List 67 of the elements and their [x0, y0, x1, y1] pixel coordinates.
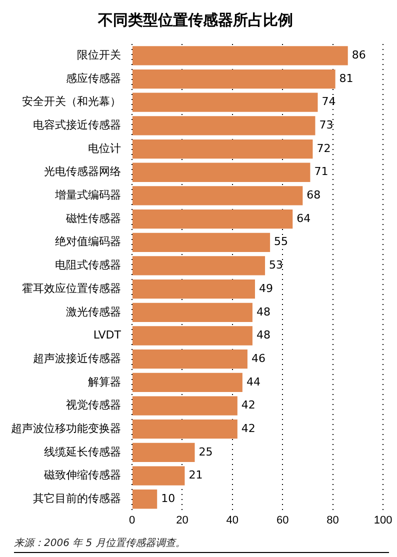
data-label: 64	[296, 212, 311, 225]
data-label: 73	[319, 118, 334, 132]
bar	[132, 162, 310, 182]
bar	[132, 69, 336, 89]
y-tick-label: 磁性传感器	[65, 212, 121, 225]
y-tick-label: 视觉传感器	[66, 398, 121, 412]
x-tick-label: 80	[326, 514, 339, 526]
bar	[132, 139, 313, 159]
bar	[132, 396, 238, 416]
bar	[132, 256, 266, 276]
x-tick-label: 40	[226, 514, 239, 526]
bar	[132, 116, 316, 136]
y-tick-label: 超声波接近传感器	[33, 352, 121, 365]
bar	[132, 490, 158, 509]
data-label: 48	[256, 328, 270, 342]
y-tick-label: 电位计	[88, 142, 121, 155]
bar	[132, 326, 252, 346]
y-tick-label: 电容式接近传感器	[33, 118, 121, 132]
y-tick-label: 绝对值编码器	[55, 235, 121, 248]
bar	[132, 232, 270, 252]
y-tick-label: 磁致伸缩传感器	[43, 468, 121, 482]
x-tick-label: 100	[374, 514, 392, 526]
x-tick-label: 60	[276, 514, 289, 526]
y-tick-label: 光电传感器网络	[44, 165, 121, 178]
bar	[132, 372, 242, 392]
data-label: 42	[241, 398, 256, 412]
data-label: 48	[256, 305, 270, 318]
data-label: 21	[188, 468, 203, 482]
data-label: 72	[316, 142, 331, 155]
data-label: 81	[339, 72, 354, 85]
y-tick-label: 超声波位移功能变换器	[11, 422, 121, 435]
y-tick-label: LVDT	[93, 328, 122, 342]
data-label: 53	[269, 258, 284, 272]
y-tick-label: 霍耳效应位置传感器	[22, 282, 121, 295]
bar	[132, 302, 252, 322]
y-tick-label: 解算器	[88, 375, 121, 388]
data-label: 25	[198, 445, 213, 458]
y-tick-label: 电阻式传感器	[55, 258, 121, 272]
x-tick-label: 20	[176, 514, 188, 526]
data-label: 44	[246, 375, 260, 388]
y-tick-label: 线缆延长传感器	[44, 445, 121, 458]
source-note: 来源：2006 年 5 月位置传感器调查。	[14, 536, 389, 553]
data-label: 74	[322, 95, 336, 108]
bar	[132, 442, 195, 462]
data-label: 42	[241, 422, 256, 435]
bar	[132, 209, 293, 229]
bar	[132, 92, 318, 112]
data-label: 86	[352, 48, 366, 62]
y-tick-label: 感应传感器	[66, 72, 121, 85]
bar	[132, 186, 303, 206]
data-label: 10	[161, 492, 176, 505]
bar	[132, 350, 248, 369]
x-tick-label: 0	[128, 514, 136, 526]
bar	[132, 466, 185, 486]
data-label: 71	[314, 165, 328, 178]
y-tick-label: 增量式编码器	[54, 188, 121, 202]
bar	[132, 46, 348, 66]
bar	[132, 280, 255, 299]
y-tick-label: 激光传感器	[66, 305, 121, 318]
data-label: 49	[258, 282, 273, 295]
y-tick-label: 安全开关（和光幕）	[22, 95, 121, 108]
y-tick-label: 其它目前的传感器	[33, 492, 121, 505]
chart-title: 不同类型位置传感器所占比例	[97, 10, 293, 29]
y-tick-label: 限位开关	[77, 48, 121, 62]
bar	[132, 420, 238, 439]
data-label: 46	[251, 352, 266, 365]
data-label: 68	[306, 188, 321, 202]
